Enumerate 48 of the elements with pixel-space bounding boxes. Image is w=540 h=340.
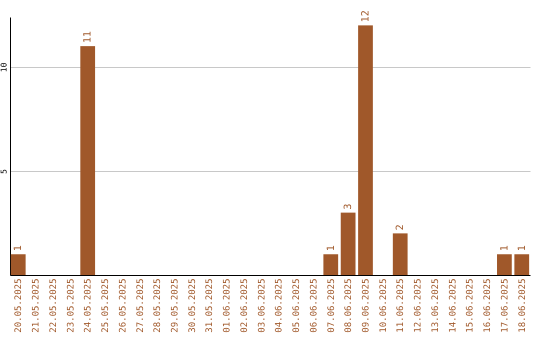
x-tick-label: 04.06.2025: [274, 278, 285, 333]
x-tick-label: 08.06.2025: [344, 278, 354, 333]
x-tick-label: 10.06.2025: [378, 278, 389, 333]
bar: [10, 254, 26, 275]
x-tick-label: 30.05.2025: [188, 278, 198, 333]
bar: [80, 46, 96, 275]
x-tick-label: 11.06.2025: [396, 278, 406, 333]
bar: [392, 233, 408, 275]
data-label: 11: [82, 31, 94, 44]
x-tick-label: 05.06.2025: [292, 278, 302, 333]
x-tick-label: 25.05.2025: [101, 278, 112, 333]
x-tick-label: 15.06.2025: [466, 278, 476, 333]
data-label: 12: [360, 10, 372, 22]
x-tick-label: 27.05.2025: [136, 278, 146, 333]
x-tick-label: 02.06.2025: [240, 278, 250, 333]
x-tick-label: 29.05.2025: [170, 278, 181, 333]
x-tick-label: 13.06.2025: [430, 278, 441, 333]
x-tick-label: 17.06.2025: [500, 278, 510, 333]
x-tick-label: 03.06.2025: [257, 278, 268, 333]
bar: [323, 254, 338, 275]
bar: [340, 212, 356, 275]
x-tick-label: 20.05.2025: [14, 278, 24, 333]
data-label: 2: [395, 224, 406, 230]
data-label: 1: [516, 245, 528, 252]
x-tick-label: 07.06.2025: [326, 278, 337, 333]
x-tick-label: 18.06.2025: [518, 278, 528, 333]
bar: [358, 25, 373, 275]
bar: [497, 254, 512, 275]
x-tick-label: 28.05.2025: [153, 278, 164, 333]
y-tick-label: 5: [0, 168, 8, 174]
data-label: 1: [499, 245, 510, 252]
bar: [514, 254, 530, 275]
x-tick-label: 06.06.2025: [309, 278, 320, 333]
x-tick-label: 01.06.2025: [222, 278, 233, 333]
x-tick-label: 14.06.2025: [448, 278, 458, 333]
x-tick-label: 26.05.2025: [118, 278, 128, 333]
y-tick-label: 10: [0, 62, 8, 72]
x-tick-label: 31.05.2025: [205, 278, 216, 333]
x-tick-label: 23.05.2025: [66, 278, 76, 333]
data-label: 1: [13, 245, 24, 252]
x-tick-label: 12.06.2025: [414, 278, 424, 333]
x-tick-label: 16.06.2025: [483, 278, 494, 333]
x-tick-label: 22.05.2025: [48, 278, 59, 333]
x-tick-label: 09.06.2025: [361, 278, 372, 333]
x-tick-label: 21.05.2025: [32, 278, 42, 333]
data-label: 3: [343, 204, 354, 210]
data-label: 1: [326, 245, 337, 252]
x-tick-label: 24.05.2025: [84, 278, 94, 333]
